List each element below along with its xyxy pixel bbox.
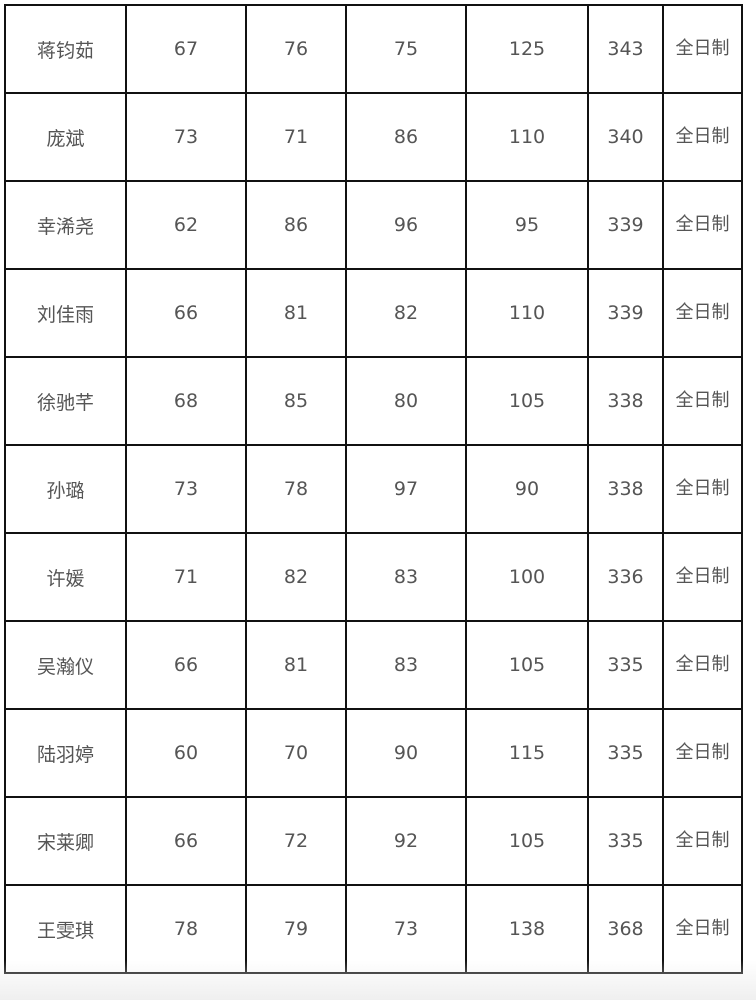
- cell-s4: 105: [465, 796, 589, 886]
- cell-s4: 105: [465, 356, 589, 446]
- cell-s3: 90: [345, 708, 467, 798]
- cell-name: 宋莱卿: [4, 796, 127, 886]
- cell-s3: 92: [345, 796, 467, 886]
- table-row: 刘佳雨 66 81 82 110 339 全日制: [4, 268, 743, 358]
- cell-name: 幸浠尧: [4, 180, 127, 270]
- score-table: 蒋钧茹 67 76 75 125 343 全日制 庞斌 73 71 86 110 340 全日制 幸浠尧 62…: [4, 4, 743, 974]
- cell-s4: 105: [465, 620, 589, 710]
- cell-s1: 68: [125, 356, 247, 446]
- cell-s4: 110: [465, 92, 589, 182]
- cell-type: 全日制: [662, 356, 743, 446]
- cell-name: 吴瀚仪: [4, 620, 127, 710]
- cell-s2: 85: [245, 356, 347, 446]
- cell-type: 全日制: [662, 268, 743, 358]
- cell-s3: 73: [345, 884, 467, 974]
- cell-total: 368: [587, 884, 664, 974]
- cell-s1: 62: [125, 180, 247, 270]
- table-row: 孙璐 73 78 97 90 338 全日制: [4, 444, 743, 534]
- cell-s2: 70: [245, 708, 347, 798]
- cell-s1: 66: [125, 796, 247, 886]
- cell-s3: 82: [345, 268, 467, 358]
- cell-type: 全日制: [662, 4, 743, 94]
- cell-s2: 79: [245, 884, 347, 974]
- cell-s4: 100: [465, 532, 589, 622]
- cell-name: 陆羽婷: [4, 708, 127, 798]
- table-row: 蒋钧茹 67 76 75 125 343 全日制: [4, 4, 743, 94]
- cell-s3: 83: [345, 532, 467, 622]
- cell-s3: 97: [345, 444, 467, 534]
- cell-total: 338: [587, 356, 664, 446]
- cell-s2: 72: [245, 796, 347, 886]
- cell-name: 孙璐: [4, 444, 127, 534]
- table-row: 宋莱卿 66 72 92 105 335 全日制: [4, 796, 743, 886]
- cell-name: 王雯琪: [4, 884, 127, 974]
- cell-type: 全日制: [662, 708, 743, 798]
- cell-s4: 90: [465, 444, 589, 534]
- table-row: 陆羽婷 60 70 90 115 335 全日制: [4, 708, 743, 798]
- cell-s4: 110: [465, 268, 589, 358]
- cell-total: 343: [587, 4, 664, 94]
- cell-s1: 71: [125, 532, 247, 622]
- cell-s1: 66: [125, 620, 247, 710]
- cell-type: 全日制: [662, 796, 743, 886]
- cell-name: 刘佳雨: [4, 268, 127, 358]
- cell-total: 339: [587, 268, 664, 358]
- cell-total: 338: [587, 444, 664, 534]
- cell-type: 全日制: [662, 92, 743, 182]
- cell-name: 徐驰芊: [4, 356, 127, 446]
- cell-s3: 96: [345, 180, 467, 270]
- cell-type: 全日制: [662, 180, 743, 270]
- cell-s1: 73: [125, 92, 247, 182]
- cell-type: 全日制: [662, 444, 743, 534]
- cell-type: 全日制: [662, 884, 743, 974]
- cell-s2: 71: [245, 92, 347, 182]
- cell-s3: 75: [345, 4, 467, 94]
- cell-type: 全日制: [662, 620, 743, 710]
- table-row: 徐驰芊 68 85 80 105 338 全日制: [4, 356, 743, 446]
- cell-total: 335: [587, 796, 664, 886]
- cell-s2: 76: [245, 4, 347, 94]
- cell-total: 340: [587, 92, 664, 182]
- cell-total: 339: [587, 180, 664, 270]
- cell-s1: 67: [125, 4, 247, 94]
- cell-s2: 86: [245, 180, 347, 270]
- cell-s1: 73: [125, 444, 247, 534]
- cell-name: 许媛: [4, 532, 127, 622]
- cell-s3: 80: [345, 356, 467, 446]
- cell-total: 336: [587, 532, 664, 622]
- cell-s4: 138: [465, 884, 589, 974]
- cell-s4: 95: [465, 180, 589, 270]
- table-row: 王雯琪 78 79 73 138 368 全日制: [4, 884, 743, 974]
- cell-name: 庞斌: [4, 92, 127, 182]
- cell-total: 335: [587, 708, 664, 798]
- cell-s1: 78: [125, 884, 247, 974]
- table-row: 幸浠尧 62 86 96 95 339 全日制: [4, 180, 743, 270]
- cell-s2: 78: [245, 444, 347, 534]
- cell-s1: 60: [125, 708, 247, 798]
- cell-s4: 125: [465, 4, 589, 94]
- cell-s3: 83: [345, 620, 467, 710]
- cell-name: 蒋钧茹: [4, 4, 127, 94]
- cell-s2: 81: [245, 620, 347, 710]
- cell-s2: 81: [245, 268, 347, 358]
- table-row: 庞斌 73 71 86 110 340 全日制: [4, 92, 743, 182]
- cell-s3: 86: [345, 92, 467, 182]
- table-row: 许媛 71 82 83 100 336 全日制: [4, 532, 743, 622]
- cell-s4: 115: [465, 708, 589, 798]
- table-row: 吴瀚仪 66 81 83 105 335 全日制: [4, 620, 743, 710]
- cell-s2: 82: [245, 532, 347, 622]
- cell-total: 335: [587, 620, 664, 710]
- cell-type: 全日制: [662, 532, 743, 622]
- cell-s1: 66: [125, 268, 247, 358]
